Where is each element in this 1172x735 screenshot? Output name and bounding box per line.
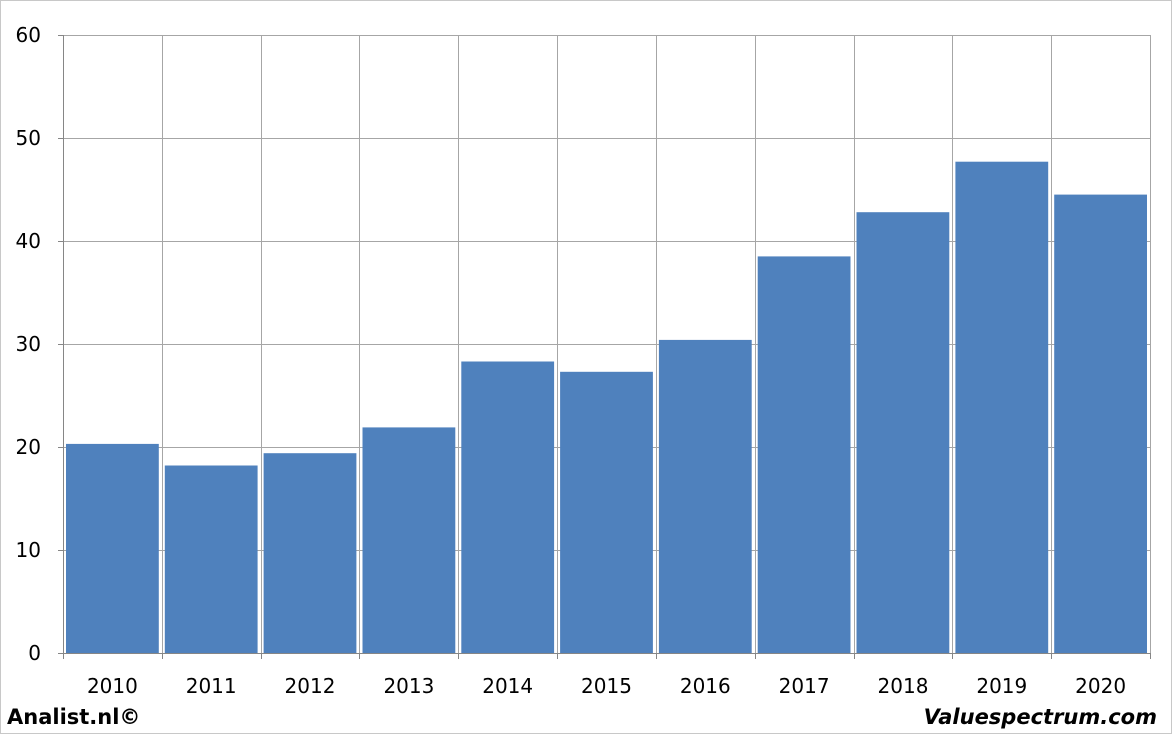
- y-tick-label: 0: [28, 641, 41, 665]
- bar-2013: [362, 427, 456, 653]
- y-tick-label: 40: [16, 229, 41, 253]
- x-tick-label: 2019: [976, 674, 1027, 698]
- bar-2020: [1054, 194, 1147, 653]
- bar-2011: [164, 465, 258, 653]
- x-tick-label: 2016: [680, 674, 731, 698]
- x-tick-label: 2013: [383, 674, 434, 698]
- bar-2015: [560, 371, 653, 653]
- bar-2018: [856, 212, 950, 653]
- x-tick-label: 2011: [186, 674, 237, 698]
- x-tick-label: 2018: [878, 674, 929, 698]
- y-tick-label: 30: [16, 332, 41, 356]
- x-tick-label: 2020: [1075, 674, 1126, 698]
- y-tick-label: 10: [16, 538, 41, 562]
- x-tick-label: 2015: [581, 674, 632, 698]
- bar-2010: [66, 443, 159, 653]
- x-tick-label: 2017: [779, 674, 830, 698]
- bar-2014: [461, 361, 555, 653]
- bar-2019: [955, 161, 1049, 653]
- y-tick-label: 20: [16, 435, 41, 459]
- bar-2016: [658, 339, 752, 653]
- x-tick-label: 2010: [87, 674, 138, 698]
- x-tick-label: 2012: [285, 674, 336, 698]
- y-tick-label: 60: [16, 23, 41, 47]
- bar-2017: [757, 256, 851, 653]
- analist-watermark: Analist.nl©: [7, 705, 141, 729]
- y-tick-label: 50: [16, 126, 41, 150]
- x-tick-label: 2014: [482, 674, 533, 698]
- bar-2012: [263, 453, 357, 653]
- valuespectrum-watermark: Valuespectrum.com: [923, 705, 1157, 729]
